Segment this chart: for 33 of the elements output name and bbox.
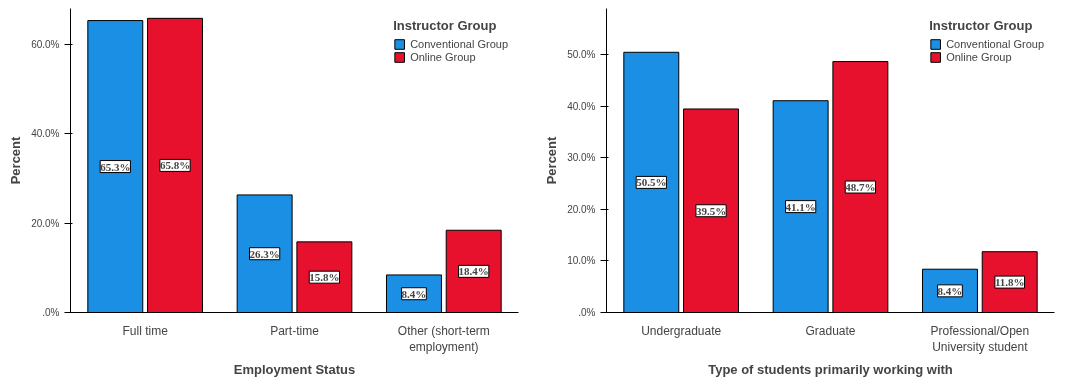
y-tick-label: 60.0%: [31, 38, 60, 50]
x-tick-label: Full time: [122, 323, 169, 338]
y-tick-label: 50.0%: [567, 49, 596, 61]
y-tick-label: 20.0%: [31, 217, 60, 229]
data-label: 18.4%: [458, 265, 489, 278]
data-label: 26.3%: [249, 247, 280, 260]
y-tick-label: 30.0%: [567, 152, 596, 164]
y-tick-label: .0%: [42, 307, 60, 318]
legend-label: Conventional Group: [946, 38, 1044, 50]
data-label: 15.8%: [309, 271, 340, 284]
y-tick-label: 20.0%: [567, 203, 596, 215]
legend-title: Instructor Group: [393, 18, 498, 33]
y-tick-label: 40.0%: [31, 128, 60, 140]
legend-label: Conventional Group: [410, 38, 508, 50]
x-tick-label: Other (short-term employment): [397, 323, 490, 355]
data-label: 8.4%: [401, 287, 427, 300]
x-tick-label: Part-time: [270, 323, 320, 338]
legend-label: Online Group: [410, 51, 476, 63]
y-tick-label: 40.0%: [567, 100, 596, 112]
data-label: 65.8%: [159, 159, 191, 172]
y-tick-label: 10.0%: [567, 255, 596, 267]
x-axis-title: Type of students primarily working with: [708, 362, 953, 378]
data-label: 11.8%: [994, 276, 1025, 289]
y-tick-label: .0%: [578, 307, 596, 318]
x-tick-label: Professional/Open University student: [930, 323, 1030, 355]
y-axis-title: Percent: [544, 135, 560, 185]
x-tick-label: Undergraduate: [641, 323, 722, 338]
x-axis-title: Employment Status: [233, 362, 356, 378]
legend-label: Online Group: [946, 51, 1012, 63]
legend-title: Instructor Group: [929, 18, 1034, 33]
y-axis-title: Percent: [8, 135, 24, 185]
x-tick-label: Graduate: [805, 323, 856, 338]
data-label: 8.4%: [937, 284, 963, 297]
